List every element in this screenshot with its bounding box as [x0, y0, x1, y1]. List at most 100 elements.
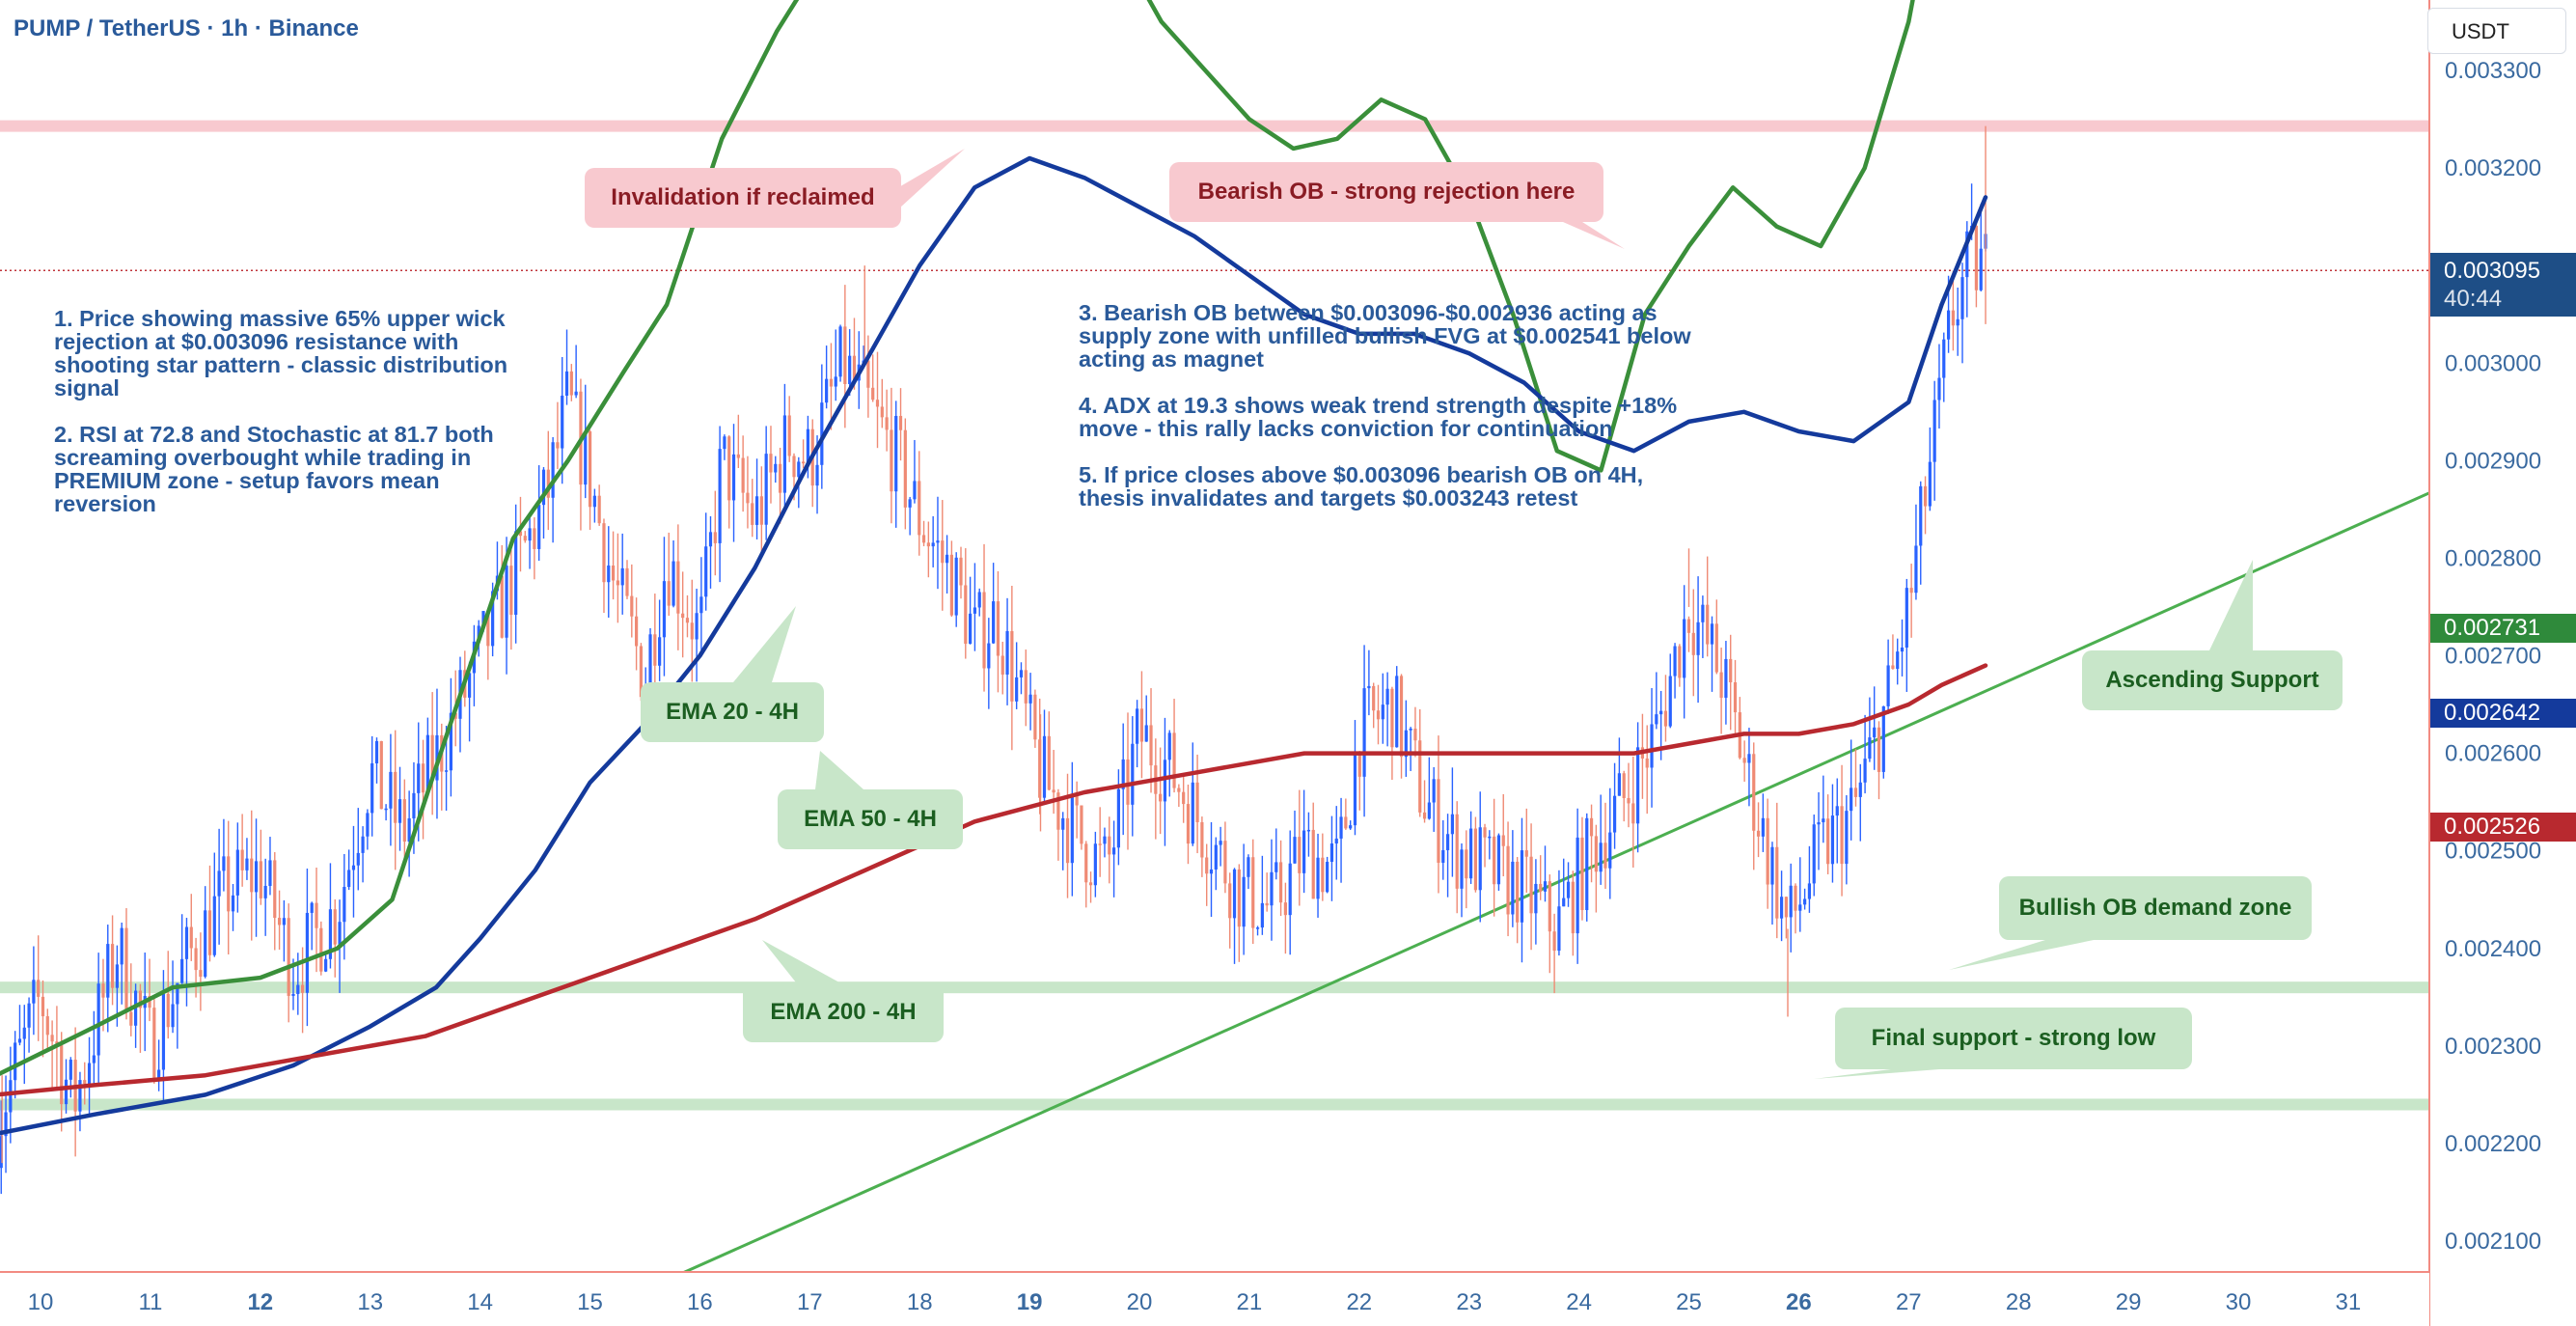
y-tick-label: 0.002500	[2445, 839, 2541, 865]
candle-body	[1223, 841, 1227, 884]
candle-body	[676, 561, 680, 614]
symbol-title[interactable]: PUMP / TetherUS · 1h · Binance	[14, 15, 359, 41]
candle-body	[607, 565, 611, 583]
candle-body	[1316, 857, 1320, 899]
candle-body	[1167, 732, 1171, 760]
candle-body	[1182, 791, 1186, 805]
candle-body	[1956, 318, 1959, 326]
candle-body	[1321, 857, 1325, 893]
candle-body	[1747, 754, 1751, 763]
candle-body	[268, 860, 272, 886]
candle-body	[366, 813, 370, 837]
candles	[0, 125, 1987, 1195]
callout-ema200: EMA 200 - 4H	[743, 982, 944, 1042]
candle-body	[1752, 754, 1756, 831]
candle-body	[1868, 737, 1872, 760]
candle-body	[1427, 802, 1431, 819]
candle-body	[310, 902, 314, 913]
currency-selector[interactable]: USDT	[2427, 8, 2566, 54]
candle-body	[148, 996, 151, 1008]
candle-body	[1251, 857, 1255, 928]
candle-body	[1247, 857, 1250, 877]
candle-body	[1149, 725, 1153, 766]
candle-body	[384, 808, 388, 811]
candle-body	[1270, 871, 1274, 906]
candle-body	[263, 885, 267, 898]
candle-body	[1191, 782, 1194, 844]
candle-body	[449, 712, 452, 771]
candle-body	[152, 1008, 156, 1081]
candle-body	[184, 926, 189, 959]
candle-body	[356, 852, 360, 866]
candle-body	[430, 734, 434, 781]
candle-body	[774, 463, 778, 473]
candle-body	[1520, 850, 1524, 923]
candle-body	[1061, 817, 1065, 830]
candle-body	[1493, 836, 1496, 885]
note-line: move - this rally lacks conviction for c…	[1079, 416, 1613, 441]
candle-body	[514, 531, 518, 615]
candle-body	[588, 431, 592, 508]
candle-body	[291, 993, 295, 996]
candle-body	[1724, 658, 1728, 698]
note-line: thesis invalidates and targets $0.003243…	[1079, 485, 1578, 511]
note-line: reversion	[54, 491, 156, 516]
candle-body	[667, 581, 671, 606]
candle-body	[592, 495, 596, 508]
candle-body	[1103, 836, 1107, 844]
candle-body	[533, 528, 536, 549]
candle-body	[1951, 310, 1955, 326]
candle-body	[1098, 843, 1102, 845]
candle-body	[1385, 688, 1389, 705]
x-tick-label: 25	[1676, 1289, 1702, 1315]
candle-body	[129, 1011, 133, 1026]
x-tick-label: 24	[1566, 1289, 1592, 1315]
candle-body	[1172, 732, 1176, 788]
candle-body	[1896, 651, 1900, 670]
candle-body	[671, 561, 675, 606]
y-tick-label: 0.003000	[2445, 350, 2541, 376]
candle-body	[1877, 727, 1881, 772]
candle-body	[207, 910, 212, 955]
candle-body	[1159, 793, 1163, 802]
candle-body	[1873, 727, 1877, 738]
candle-body	[1228, 883, 1232, 919]
candle-body	[1756, 830, 1761, 837]
candle-body	[1729, 658, 1733, 682]
candle-body	[1177, 787, 1181, 792]
candle-countdown: 40:44	[2444, 286, 2503, 312]
candle-body	[417, 763, 421, 793]
candle-body	[1038, 739, 1042, 798]
candle-body	[1070, 794, 1074, 864]
candle-body	[421, 763, 425, 793]
candle-body	[1622, 773, 1626, 798]
candle-body	[1942, 339, 1946, 378]
x-tick-label: 18	[907, 1289, 933, 1315]
x-tick-label: 31	[2336, 1289, 2362, 1315]
analysis-note-1: 1. Price showing massive 65% upper wick r…	[54, 307, 507, 400]
candle-body	[1019, 670, 1024, 677]
y-tick-label: 0.002700	[2445, 644, 2541, 670]
candle-body	[1274, 862, 1278, 872]
x-tick-label: 20	[1127, 1289, 1153, 1315]
price-zones	[0, 120, 2429, 1111]
candle-body	[491, 591, 495, 647]
candle-body	[245, 858, 249, 870]
candle-body	[996, 601, 1000, 656]
candle-body	[1585, 817, 1589, 911]
candle-body	[9, 1080, 13, 1113]
x-tick-label: 14	[467, 1289, 493, 1315]
candle-body	[797, 461, 801, 478]
candle-body	[1534, 883, 1538, 914]
candle-body	[1706, 604, 1710, 645]
candle-body	[959, 557, 963, 586]
candle-body	[1399, 676, 1404, 758]
candle-body	[1116, 788, 1120, 848]
candle-body	[1891, 665, 1895, 670]
candle-body	[106, 944, 110, 998]
candle-body	[277, 918, 282, 925]
candle-body	[1770, 846, 1774, 885]
candle-body	[1413, 729, 1417, 741]
